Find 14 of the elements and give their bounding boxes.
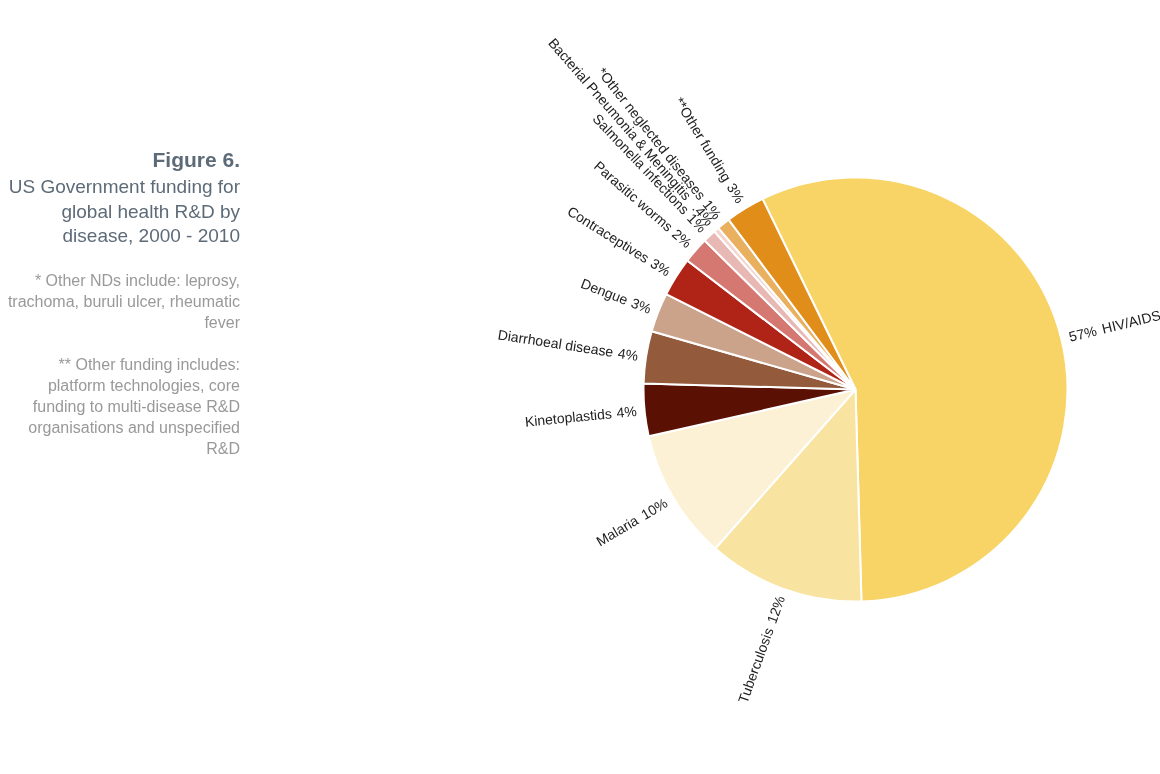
data-label: 4% (615, 402, 638, 421)
data-label: 10% (638, 494, 671, 523)
slice-label: Diarrhoeal disease (496, 326, 615, 361)
text: US Government funding for global health R&D by disease, 2000 - 2010 (7, 175, 240, 249)
data-label: 57% (1067, 322, 1099, 345)
data-label: 3% (628, 294, 654, 317)
data-label: 3% (647, 255, 674, 280)
data-label: 12% (763, 593, 789, 626)
slice-label: Kinetoplastids (524, 405, 613, 430)
slice-label: HIV/AIDS (1100, 306, 1160, 337)
text: ** Other funding includes: platform technologies, core funding to multi-disease R&D organisations and unspecified R&D (27, 355, 240, 459)
text: * Other NDs include: leprosy, trachoma, buruli ulcer, rheumatic fever (6, 271, 240, 333)
text: Figure 6. (151, 147, 240, 173)
data-label: 4% (616, 344, 640, 364)
